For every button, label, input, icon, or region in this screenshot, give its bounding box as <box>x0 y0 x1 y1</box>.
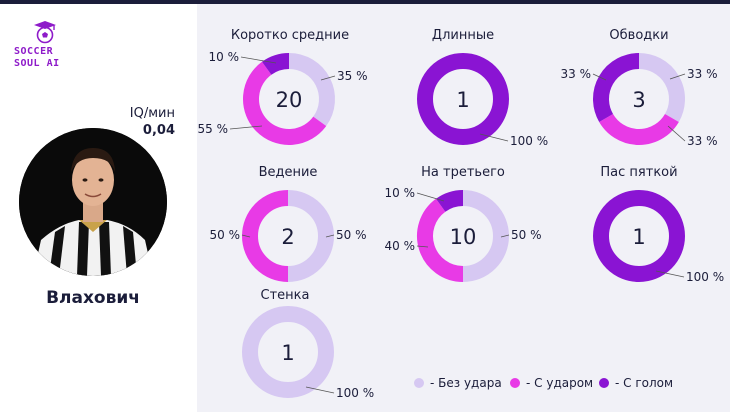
donut-long: 1 100 % <box>417 53 548 148</box>
legend-swatch-with-shot <box>510 378 520 388</box>
brand-line-2: SOUL AI <box>14 58 60 69</box>
percent-label-dribbles-1: 33 % <box>687 134 718 148</box>
donut-one-two: 1 100 % <box>242 306 374 400</box>
percent-label-carry-1: 50 % <box>210 228 241 242</box>
donut-segment-third-man-2 <box>435 190 464 212</box>
top-bar <box>0 0 730 4</box>
chart-title-dribbles: Обводки <box>609 28 669 43</box>
legend-item-with-goal: - С голом <box>599 376 673 390</box>
donut-segment-third-man-1 <box>417 198 464 282</box>
donut-carry: 2 50 % 50 % <box>210 190 367 282</box>
donut-segment-one-two-0 <box>242 306 334 398</box>
leader-line-short-medium-0 <box>320 75 336 81</box>
donut-segment-backheel-0 <box>593 190 685 282</box>
donut-segment-carry-1 <box>242 190 289 282</box>
legend-label-with-shot: - С ударом <box>526 376 594 390</box>
percent-label-carry-0: 50 % <box>336 228 367 242</box>
donut-backheel: 1 100 % <box>593 190 724 284</box>
donut-segment-third-man-0 <box>462 190 509 282</box>
legend-swatch-with-goal <box>599 378 609 388</box>
percent-label-one-two-0: 100 % <box>336 386 374 400</box>
chart-title-one-two: Стенка <box>260 288 310 303</box>
leader-line-backheel-0 <box>655 270 685 278</box>
chart-title-third-man: На третьего <box>421 165 505 180</box>
legend-swatch-no-shot <box>414 378 424 388</box>
leader-line-dribbles-1 <box>667 125 686 142</box>
percent-label-third-man-2: 10 % <box>385 186 416 200</box>
player-name: Влахович <box>46 288 140 308</box>
percent-label-backheel-0: 100 % <box>686 270 724 284</box>
chart-title-carry: Ведение <box>258 165 318 180</box>
donut-segment-long-0 <box>417 53 509 145</box>
chart-title-long: Длинные <box>431 28 495 43</box>
percent-label-third-man-0: 50 % <box>511 228 542 242</box>
donut-segment-short-medium-1 <box>243 61 327 145</box>
donut-third-man: 10 50 % 40 % 10 % <box>385 186 542 282</box>
leader-line-carry-1 <box>241 234 251 238</box>
percent-label-short-medium-2: 10 % <box>209 50 240 64</box>
ball-mortarboard-icon <box>34 21 56 44</box>
percent-label-third-man-1: 40 % <box>385 239 416 253</box>
percent-label-short-medium-0: 35 % <box>337 69 368 83</box>
player-illustration <box>19 128 167 276</box>
donut-total-long: 1 <box>456 88 469 112</box>
donut-short-medium: 20 35 % 55 % 10 % <box>198 50 368 145</box>
leader-line-third-man-0 <box>500 234 510 238</box>
donut-segment-dribbles-2 <box>593 53 640 122</box>
brand-line-1: SOCCER <box>14 46 54 57</box>
leader-line-short-medium-2 <box>240 56 277 64</box>
leader-line-long-0 <box>479 133 509 142</box>
donut-segment-short-medium-0 <box>288 53 335 127</box>
chart-title-short-medium: Коротко средние <box>230 28 350 43</box>
percent-label-dribbles-0: 33 % <box>687 67 718 81</box>
legend-label-no-shot: - Без удара <box>430 376 502 390</box>
legend-item-with-shot: - С ударом <box>510 376 593 390</box>
donut-total-dribbles: 3 <box>632 88 645 112</box>
percent-label-long-0: 100 % <box>510 134 548 148</box>
chart-title-backheel: Пас пяткой <box>600 165 678 180</box>
donut-segment-dribbles-0 <box>638 53 685 122</box>
leader-line-one-two-0 <box>305 386 335 394</box>
brand-name: SOCCER SOUL AI <box>14 46 60 70</box>
leader-line-third-man-1 <box>416 245 429 248</box>
donut-segment-carry-0 <box>287 190 334 282</box>
donut-total-one-two: 1 <box>281 341 294 365</box>
legend-item-no-shot: - Без удара <box>414 376 502 390</box>
iq-value: 0,04 <box>142 123 175 138</box>
charts-panel <box>197 4 730 412</box>
leader-line-carry-0 <box>325 234 335 238</box>
donut-total-carry: 2 <box>281 225 294 249</box>
percent-label-short-medium-1: 55 % <box>198 122 229 136</box>
leader-line-dribbles-0 <box>669 73 686 80</box>
donut-segment-short-medium-2 <box>261 53 290 75</box>
leader-line-short-medium-1 <box>229 125 263 130</box>
legend-label-with-goal: - С голом <box>615 376 674 390</box>
donut-dribbles: 3 33 % 33 % 33 % <box>561 53 718 148</box>
donut-total-third-man: 10 <box>450 225 477 249</box>
player-photo <box>19 128 167 276</box>
percent-label-dribbles-2: 33 % <box>561 67 592 81</box>
iq-label: IQ/мин <box>129 106 175 121</box>
player-panel: SOCCER SOUL AI IQ/мин 0,04 Влахович <box>0 4 197 412</box>
leader-line-dribbles-2 <box>592 73 607 81</box>
donut-segment-dribbles-1 <box>599 113 679 145</box>
leader-line-third-man-2 <box>416 192 445 202</box>
donut-total-short-medium: 20 <box>276 88 303 112</box>
donut-total-backheel: 1 <box>632 225 645 249</box>
